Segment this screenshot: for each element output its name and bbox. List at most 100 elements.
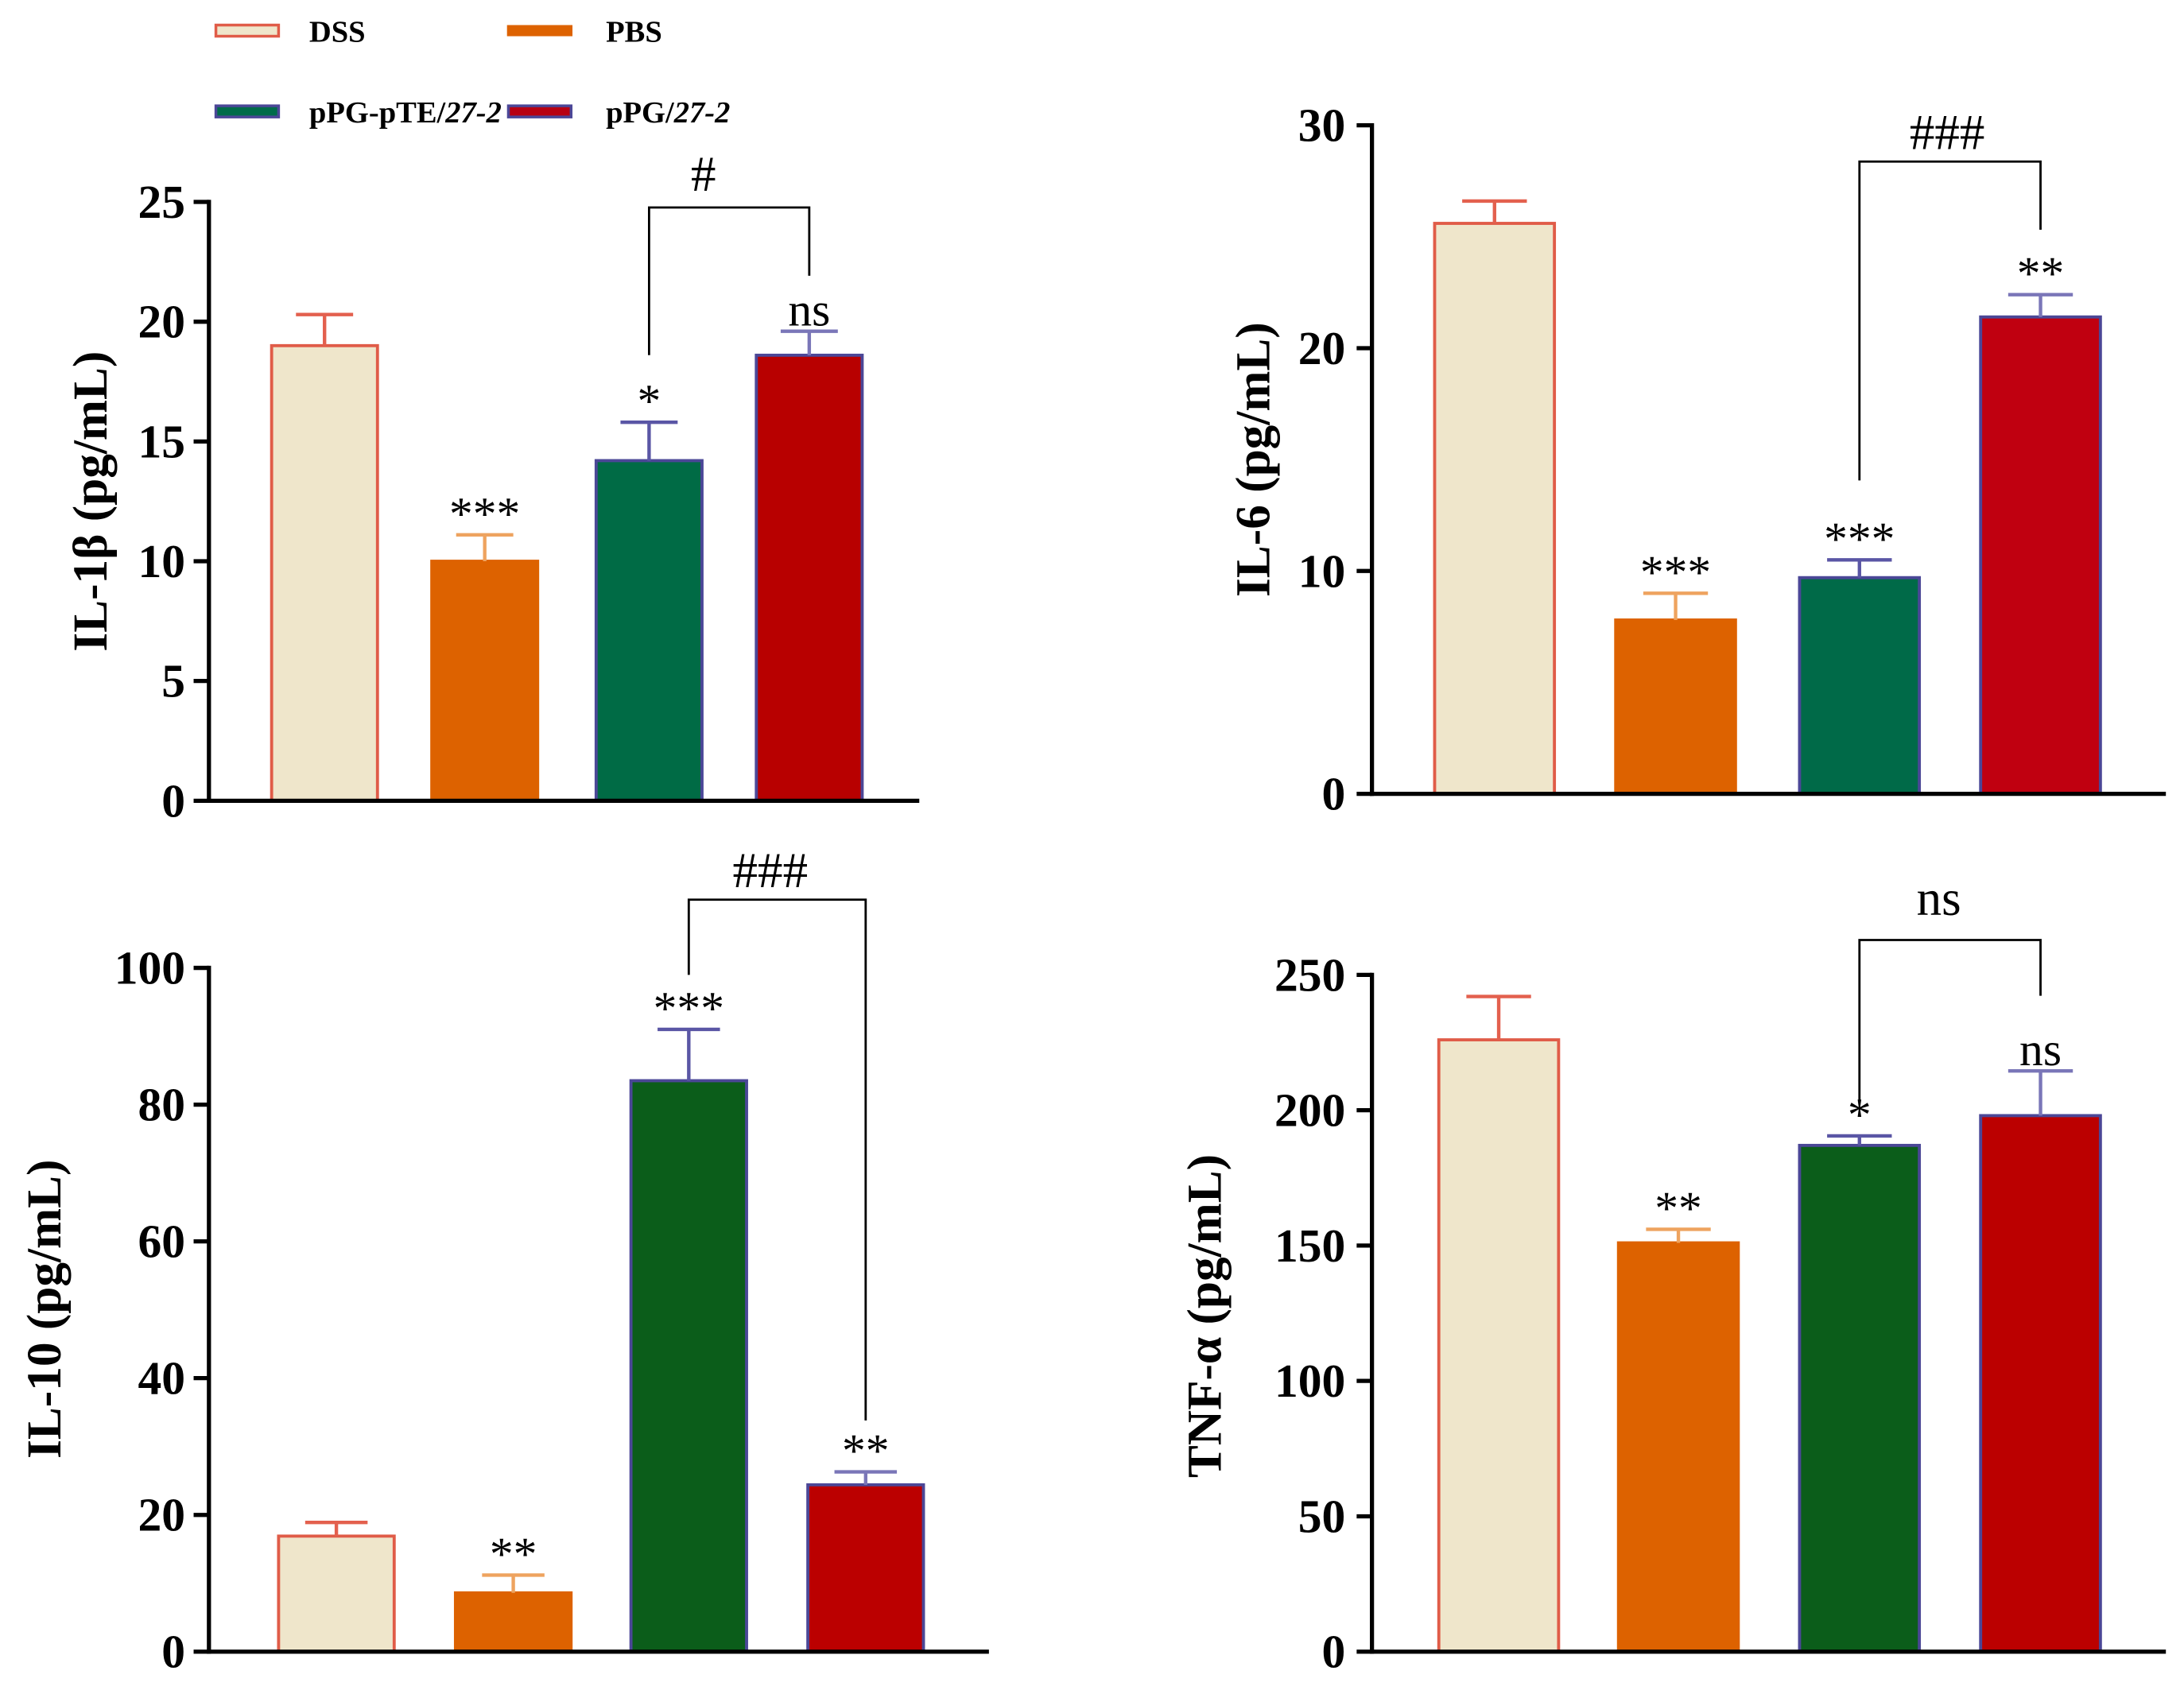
y-tick-label: 25 [138,176,185,228]
legend-item-dss: DSS [214,16,366,49]
legend-swatch-dss [214,23,281,38]
y-tick-label: 0 [161,774,185,827]
y-axis-label: IL-6 (pg/mL) [1227,322,1281,597]
y-tick-label: 30 [1298,99,1346,152]
legend: DSS PBS pPG-pTE/27-2 pPG/27-2 [214,16,730,130]
legend-label-dss: DSS [309,16,366,49]
comparison-label: ns [1917,870,1961,926]
error-bar-pbs [456,533,514,562]
legend-swatch-ppg-pte-27-2 [214,104,281,118]
bar-pbs [1614,618,1737,796]
comparison-bracket [687,898,867,1421]
error-bar-ppg-pte-27-2 [620,421,678,461]
legend-label-main: pPG-pTE/ [309,96,447,130]
bar-ppg-27-2 [806,1483,925,1653]
y-axis-label: IL-1β (pg/mL) [64,351,118,652]
legend-swatch-pbs [506,25,573,37]
y-tick-label: 20 [138,1489,185,1541]
legend-swatch-ppg-27-2 [506,104,573,118]
legend-item-pbs: PBS [506,16,662,49]
comparison-bracket [647,206,811,355]
comparison-bracket [1858,939,2042,1100]
error-bar-pbs [482,1573,545,1593]
y-tick-label: 10 [1298,545,1346,597]
error-bar-ppg-pte-27-2 [658,1027,720,1081]
y-axis-label: IL-10 (pg/mL) [17,1160,72,1459]
error-bar-ppg-pte-27-2 [1827,1134,1892,1145]
y-tick-label: 0 [1322,1626,1346,1678]
error-bar-dss [305,1520,368,1537]
comparison-label: ### [733,843,809,898]
y-tick-label: 0 [1322,768,1346,820]
y-tick-label: 20 [138,296,185,348]
bar-dss [1433,222,1557,796]
y-tick-label: 10 [138,535,185,587]
y-tick-label: 150 [1274,1219,1345,1272]
bar-pbs [453,1591,573,1653]
bar-pbs [1616,1241,1740,1653]
y-tick-label: 100 [1274,1355,1345,1407]
comparison-label: # [691,146,716,202]
bar-pbs [430,560,540,803]
bar-dss [1437,1038,1561,1653]
legend-label-ppg-pte-27-2: pPG-pTE/27-2 [309,96,502,130]
y-tick-label: 80 [138,1079,185,1131]
y-tick-label: 100 [114,942,185,994]
significance-ppg-pte-27-2: *** [654,982,724,1034]
y-tick-label: 50 [1298,1490,1346,1542]
y-tick-label: 250 [1274,948,1345,1001]
y-tick-label: 5 [161,655,185,707]
error-bar-dss [296,312,354,346]
bar-ppg-27-2 [1979,1114,2102,1653]
y-tick-label: 60 [138,1215,185,1268]
legend-item-ppg-27-2: pPG/27-2 [506,96,730,130]
error-bar-pbs [1646,1227,1711,1243]
y-tick-label: 20 [1298,322,1346,374]
legend-label-main: DSS [309,16,366,49]
bar-ppg-pte-27-2 [1798,1143,1922,1653]
significance-pbs: *** [449,487,520,540]
legend-label-main: pPG/ [606,96,675,130]
significance-ppg-27-2: ns [788,284,830,336]
significance-pbs: ** [1654,1181,1702,1234]
significance-ppg-27-2: ns [2019,1023,2062,1076]
bar-dss [277,1534,396,1653]
significance-ppg-pte-27-2: * [638,374,661,427]
significance-ppg-27-2: ** [842,1425,890,1477]
bar-ppg-27-2 [1979,315,2102,796]
bar-ppg-pte-27-2 [629,1079,748,1653]
legend-item-ppg-pte-27-2: pPG-pTE/27-2 [214,96,502,130]
significance-pbs: *** [1640,545,1711,598]
significance-ppg-pte-27-2: *** [1824,512,1895,564]
legend-label-ppg-27-2: pPG/27-2 [606,96,730,130]
error-bar-dss [1462,199,1527,224]
error-bar-ppg-pte-27-2 [1827,558,1892,578]
error-bar-ppg-27-2 [780,329,838,355]
bar-dss [270,343,379,803]
y-tick-label: 40 [138,1352,185,1405]
y-tick-label: 200 [1274,1084,1345,1137]
bar-ppg-pte-27-2 [594,459,704,803]
comparison-label: ### [1910,104,1985,160]
significance-ppg-27-2: ** [2017,247,2065,300]
legend-label-pbs: PBS [606,16,662,49]
comparison-bracket [1858,160,2042,481]
bar-ppg-27-2 [755,353,864,803]
error-bar-pbs [1643,591,1709,620]
y-axis-label: TNF-α (pg/mL) [1177,1154,1232,1478]
error-bar-ppg-27-2 [2007,1069,2073,1116]
legend-label-italic: 27-2 [673,96,731,130]
error-bar-ppg-27-2 [2007,293,2073,317]
error-bar-dss [1466,994,1531,1041]
y-tick-label: 15 [138,415,185,467]
legend-label-main: PBS [606,16,662,49]
error-bar-ppg-27-2 [834,1470,898,1485]
bar-ppg-pte-27-2 [1798,576,1922,796]
legend-label-italic: 27-2 [444,96,502,130]
